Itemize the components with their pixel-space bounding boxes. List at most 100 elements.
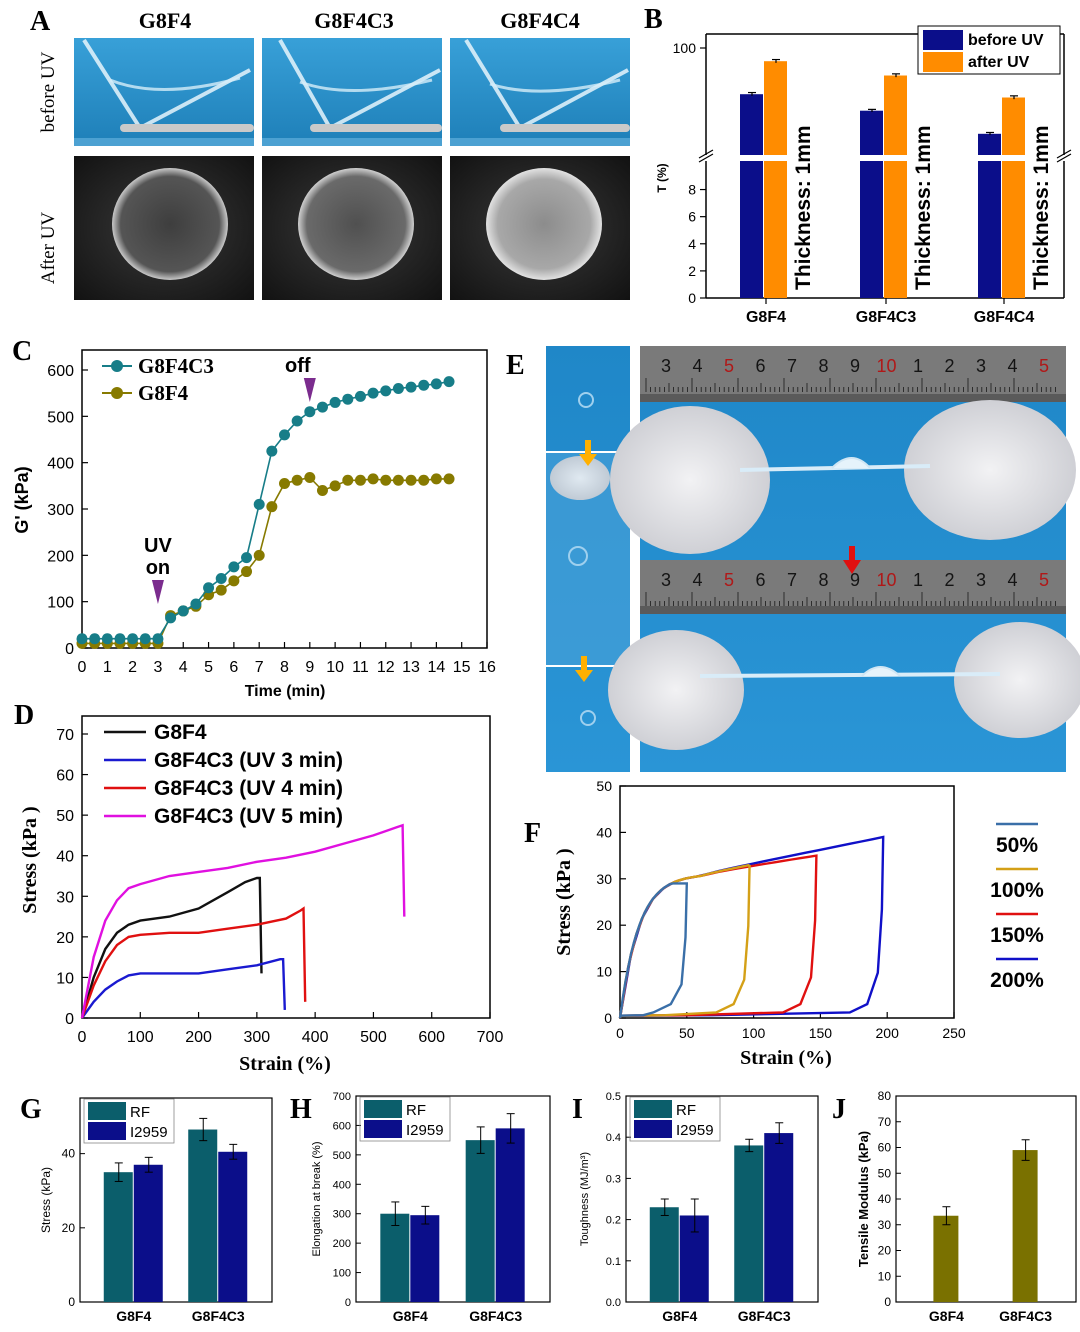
y-tick-label: 6 [688,209,696,225]
y-tick-label: 20 [878,1244,892,1258]
annotation-uv: UV [144,535,172,557]
data-point-g8f4c3 [228,561,240,573]
data-point-g8f4 [329,480,341,492]
series-line-g8f4c3 [82,380,450,640]
plot-frame [895,1095,1077,1303]
data-point-g8f4 [354,474,366,486]
y-tick-label: 200 [333,1238,351,1250]
ruler-number: 3 [661,570,671,590]
ruler-number: 8 [818,356,828,376]
ruler-number: 5 [724,356,734,376]
y-tick-label: 60 [56,768,74,785]
x-tick-label: 0 [616,1025,624,1041]
panel-h-letter: H [290,1094,312,1125]
ruler-number: 10 [876,356,896,376]
y-tick-label: 100 [47,595,74,612]
ruler-number: 7 [787,570,797,590]
panel-j-letter: J [832,1094,846,1125]
data-point-g8f4c3 [279,429,290,441]
y-tick-label: 0.5 [606,1091,621,1103]
data-point-g8f4c3 [367,387,379,399]
ruler-number: 10 [876,570,896,590]
y-tick-label: 0.0 [606,1297,621,1309]
thickness-annotation: Thickness: 1mm [1030,125,1053,290]
data-point-g8f4c3 [266,445,278,457]
ruler-number: 9 [850,356,860,376]
panel-a-column-label: G8F4C3 [314,8,393,33]
x-tick-label: 200 [876,1025,900,1041]
x-tick-label: 4 [179,659,188,676]
y-tick-label: 0 [68,1295,75,1309]
curve-1 [81,958,286,1019]
y-axis-label: Toughness (MJ/m³) [579,1152,591,1246]
y-tick-label: 0.3 [606,1173,621,1185]
bar [133,1164,163,1302]
y-tick-label: 300 [47,502,74,519]
arrow-down-icon [575,670,593,682]
arrow-down-icon [579,454,597,466]
legend-label-before-uv: before UV [968,32,1044,49]
y-tick-label: 40 [596,824,612,840]
data-point-g8f4c3 [177,605,189,617]
annotation-on: on [146,557,170,579]
x-tick-label: G8F4 [929,1308,964,1324]
data-point-g8f4c3 [304,406,316,418]
legend-label-after-uv: after UV [968,54,1030,71]
panel-d-letter: D [14,700,34,731]
y-tick-label: 0 [345,1297,351,1309]
y-tick-label: 50 [596,778,612,794]
data-point-g8f4c3 [190,598,202,610]
legend-swatch [634,1120,672,1138]
panel-i-letter: I [572,1094,583,1125]
x-tick-label: 100 [742,1025,766,1041]
x-tick-label: 14 [427,659,445,676]
ruler-number: 1 [913,356,923,376]
y-tick-label: 30 [878,1218,892,1232]
y-tick-label: 400 [47,456,74,473]
y-tick-label: 30 [596,871,612,887]
panel-j-chart: J 0 10 20 30 40 50 60 70 80 G8F4 G8F4C3 Tensile Mod… [832,1089,1077,1324]
y-tick-label: 40 [62,1147,76,1161]
axis-break-gap [976,155,1028,161]
ruler-number: 4 [1007,570,1017,590]
curve-3 [80,823,406,1019]
legend-swatch [634,1100,672,1118]
bar [495,1128,525,1302]
data-point-g8f4c3 [380,385,392,397]
bar-before-uv [860,110,883,298]
x-tick-label: 3 [153,659,162,676]
x-tick-label: 500 [360,1029,387,1046]
x-tick-label: 200 [185,1029,212,1046]
data-point-g8f4c3 [241,552,253,564]
x-tick-label: G8F4C3 [469,1308,522,1324]
y-axis-label: Stress (kPa) [39,1167,53,1233]
legend-label-g8f4c3: G8F4C3 [138,354,214,378]
y-tick-label: 100 [673,40,697,56]
y-tick-label: 20 [596,917,612,933]
legend-label: 100% [990,879,1044,902]
data-point-g8f4c3 [203,582,215,594]
photo-vial-g8f4 [74,38,254,146]
legend-label: G8F4C3 (UV 3 min) [154,749,343,772]
bar-before-uv [978,133,1001,298]
panel-a-column-label: G8F4 [139,8,192,33]
x-tick-label: 600 [418,1029,445,1046]
y-axis-label: Elongation at break (%) [311,1142,323,1257]
legend-box [83,1098,175,1144]
legend-label: I2959 [406,1122,444,1139]
x-tick-label: 100 [127,1029,154,1046]
data-point-g8f4 [291,474,303,486]
data-point-g8f4c3 [316,401,328,413]
y-tick-label: 0.1 [606,1256,621,1268]
bar [188,1129,218,1302]
panel-e: E 3 4 5 6 7 8 9 10 1 2 3 4 5 3 4 5 6 7 8 9 10 1 2 3 4 5 [506,346,1080,772]
data-point-g8f4c3 [392,383,404,395]
data-point-g8f4 [380,474,392,486]
x-tick-label: G8F4C3 [856,309,917,326]
hysteresis-loop-50pct [618,882,689,1019]
bar [734,1145,764,1302]
data-point-g8f4 [342,474,354,486]
y-tick-label: 80 [878,1089,892,1103]
annotation-off: off [285,355,311,377]
y-tick-label: 50 [878,1166,892,1180]
